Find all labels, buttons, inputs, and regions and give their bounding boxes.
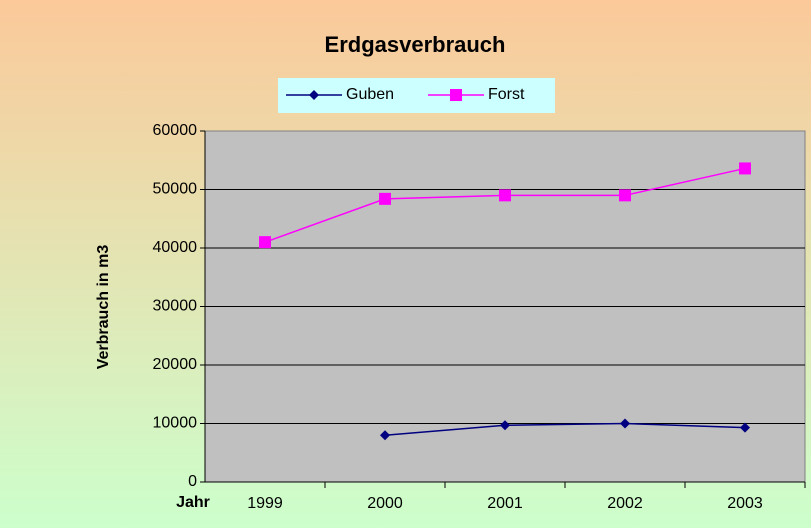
marker bbox=[379, 192, 391, 205]
x-axis-label: Jahr bbox=[176, 494, 210, 511]
x-tick-label: 2003 bbox=[727, 495, 763, 512]
marker bbox=[739, 162, 751, 175]
legend-marker bbox=[309, 90, 319, 100]
series-line bbox=[384, 422, 746, 436]
y-tick-label: 40000 bbox=[153, 239, 198, 256]
y-tick-label: 10000 bbox=[153, 415, 198, 432]
x-tick-label: 2001 bbox=[487, 495, 523, 512]
legend-marker bbox=[450, 89, 462, 101]
marker bbox=[259, 236, 271, 249]
x-tick-label: 2000 bbox=[367, 495, 403, 512]
y-axis-label: Verbrauch in m3 bbox=[95, 245, 112, 370]
y-tick-label: 60000 bbox=[153, 122, 198, 139]
legend-label: Guben bbox=[346, 86, 394, 103]
y-tick-label: 0 bbox=[188, 473, 197, 490]
x-tick-label: 1999 bbox=[247, 495, 283, 512]
marker bbox=[499, 189, 511, 202]
marker bbox=[380, 430, 390, 441]
marker bbox=[619, 189, 631, 202]
y-tick-label: 20000 bbox=[153, 356, 198, 373]
x-tick-label: 2002 bbox=[607, 495, 643, 512]
marker bbox=[500, 420, 510, 431]
y-tick-label: 50000 bbox=[153, 181, 198, 198]
marker bbox=[740, 422, 750, 433]
marker bbox=[620, 418, 630, 429]
y-tick-label: 30000 bbox=[153, 298, 198, 315]
chart-title: Erdgasverbrauch bbox=[325, 32, 506, 57]
legend-label: Forst bbox=[488, 86, 525, 103]
